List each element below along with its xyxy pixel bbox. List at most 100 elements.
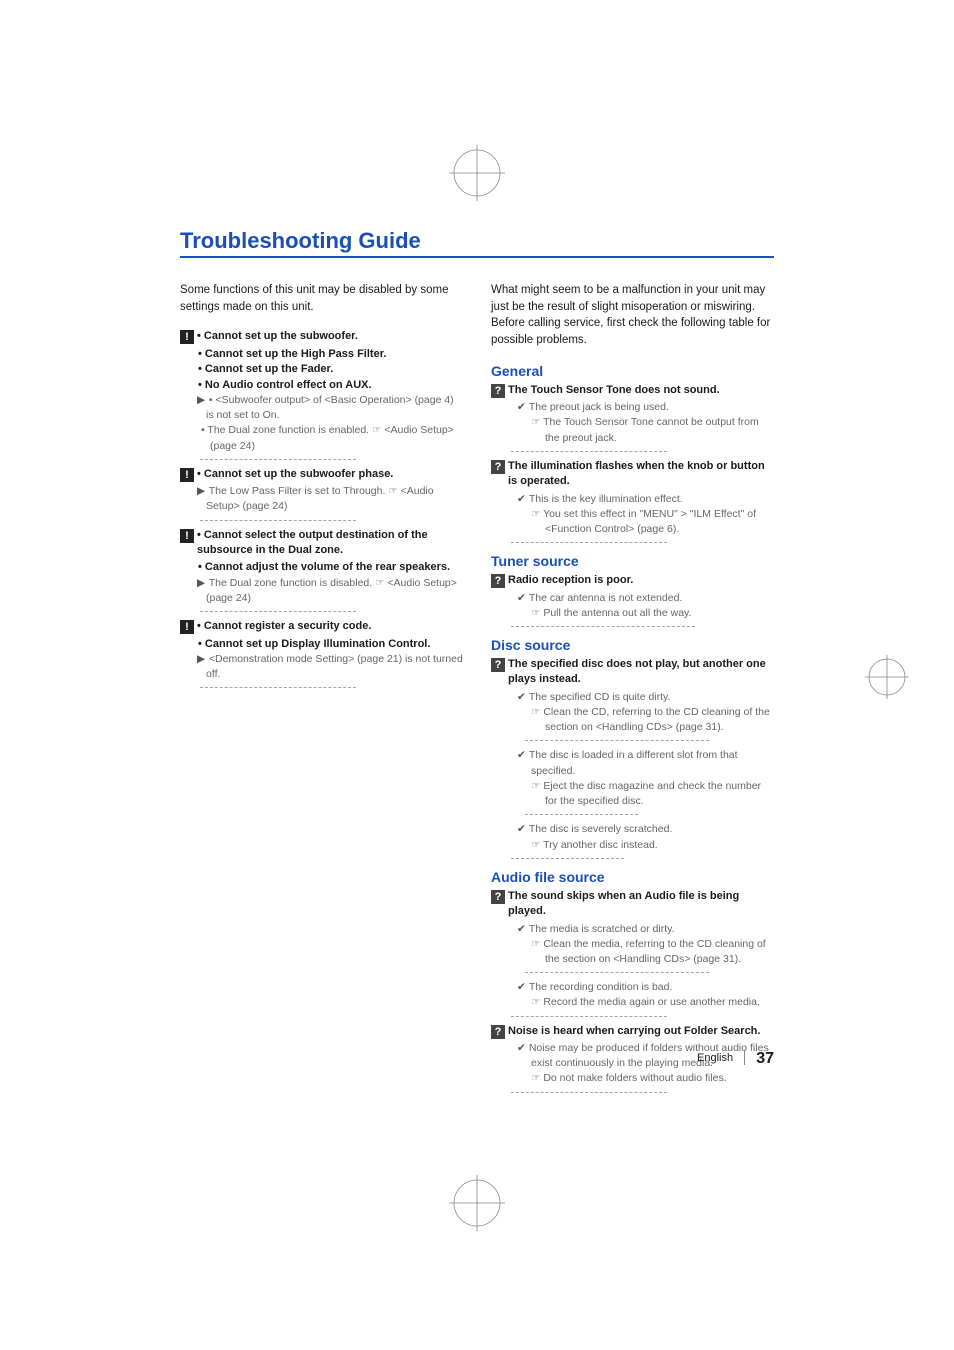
issue-disc-play: ? The specified disc does not play, but … <box>491 657 774 688</box>
remedy-text: Clean the CD, referring to the CD cleani… <box>543 706 769 733</box>
issue-cause: ✔The car antenna is not extended. <box>491 591 774 606</box>
cause-text: The media is scratched or dirty. <box>529 923 675 935</box>
cause-text: The specified CD is quite dirty. <box>529 691 671 703</box>
section-general: General <box>491 363 774 379</box>
issue-cause: ✔This is the key illumination effect. <box>491 492 774 507</box>
issue-heading: • Cannot set up the subwoofer phase. <box>197 467 463 482</box>
separator <box>200 459 356 460</box>
issue-folder-noise: ? Noise is heard when carrying out Folde… <box>491 1024 774 1039</box>
cause-text: The Low Pass Filter is set to Through. ☞… <box>206 485 434 512</box>
left-column: Some functions of this unit may be disab… <box>180 282 463 1100</box>
cause-text: The preout jack is being used. <box>529 401 669 413</box>
issue-cause: ✔The disc is loaded in a different slot … <box>491 748 774 778</box>
separator <box>511 451 667 452</box>
issue-subwoofer-phase: ! • Cannot set up the subwoofer phase. <box>180 467 463 482</box>
remedy-text: Clean the media, referring to the CD cle… <box>543 938 765 965</box>
cause-text: • The Dual zone function is enabled. ☞ <… <box>201 424 454 451</box>
exclamation-icon: ! <box>180 529 194 543</box>
issue-cause: ▶ The Low Pass Filter is set to Through.… <box>180 484 463 514</box>
issue-heading: • No Audio control effect on AUX. <box>180 378 463 393</box>
issue-cause: ✔The specified CD is quite dirty. <box>491 690 774 705</box>
cause-text: • <Subwoofer output> of <Basic Operation… <box>206 394 454 421</box>
exclamation-icon: ! <box>180 620 194 634</box>
issue-remedy: ☞ Pull the antenna out all the way. <box>491 606 774 621</box>
remedy-text: You set this effect in "MENU" > "ILM Eff… <box>543 508 756 535</box>
remedy-text: Try another disc instead. <box>543 839 658 851</box>
issue-heading: The specified disc does not play, but an… <box>508 657 774 688</box>
left-intro: Some functions of this unit may be disab… <box>180 282 463 315</box>
issue-heading: • Cannot select the output destination o… <box>197 528 463 559</box>
issue-heading: Noise is heard when carrying out Folder … <box>508 1024 774 1039</box>
issue-heading: • Cannot set up the High Pass Filter. <box>180 347 463 362</box>
issue-cause: ▶ <Demonstration mode Setting> (page 21)… <box>180 652 463 682</box>
section-disc: Disc source <box>491 637 774 653</box>
remedy-text: Do not make folders without audio files. <box>543 1072 726 1084</box>
issue-remedy: ☞ Do not make folders without audio file… <box>491 1071 774 1086</box>
cause-text: The disc is severely scratched. <box>529 823 673 835</box>
separator <box>200 687 356 688</box>
remedy-text: Pull the antenna out all the way. <box>543 607 691 619</box>
registration-mark-top <box>449 145 505 201</box>
issue-heading: • Cannot adjust the volume of the rear s… <box>180 560 463 575</box>
issue-security-code: ! • Cannot register a security code. <box>180 619 463 634</box>
page-number: 37 <box>756 1050 774 1067</box>
issue-cause: ▶ • <Subwoofer output> of <Basic Operati… <box>180 393 463 423</box>
issue-heading: The illumination flashes when the knob o… <box>508 459 774 490</box>
issue-heading: • Cannot set up Display Illumination Con… <box>180 637 463 652</box>
issue-subwoofer: ! • Cannot set up the subwoofer. <box>180 329 463 344</box>
issue-remedy: ☞ You set this effect in "MENU" > "ILM E… <box>491 507 774 537</box>
section-tuner: Tuner source <box>491 553 774 569</box>
issue-remedy: ☞ Try another disc instead. <box>491 838 774 853</box>
issue-heading: • Cannot register a security code. <box>197 619 463 634</box>
separator <box>200 520 356 521</box>
issue-touch-tone: ? The Touch Sensor Tone does not sound. <box>491 383 774 398</box>
question-icon: ? <box>491 1025 505 1039</box>
cause-text: The recording condition is bad. <box>529 981 673 993</box>
question-icon: ? <box>491 574 505 588</box>
section-audio: Audio file source <box>491 869 774 885</box>
issue-remedy: ☞ Clean the CD, referring to the CD clea… <box>491 705 774 735</box>
page-title: Troubleshooting Guide <box>180 228 774 258</box>
issue-remedy: ☞ Record the media again or use another … <box>491 995 774 1010</box>
issue-cause: ✔The media is scratched or dirty. <box>491 922 774 937</box>
right-column: What might seem to be a malfunction in y… <box>491 282 774 1100</box>
separator <box>200 611 356 612</box>
footer-language: English <box>697 1052 733 1064</box>
issue-cause: • The Dual zone function is enabled. ☞ <… <box>180 423 463 453</box>
separator <box>511 1092 667 1093</box>
question-icon: ? <box>491 384 505 398</box>
issue-illumination: ? The illumination flashes when the knob… <box>491 459 774 490</box>
issue-heading: • Cannot set up the subwoofer. <box>197 329 463 344</box>
remedy-text: Record the media again or use another me… <box>543 996 760 1008</box>
separator <box>511 1016 667 1017</box>
cause-text: The car antenna is not extended. <box>529 592 683 604</box>
exclamation-icon: ! <box>180 330 194 344</box>
issue-cause: ✔The recording condition is bad. <box>491 980 774 995</box>
issue-dual-zone: ! • Cannot select the output destination… <box>180 528 463 559</box>
cause-text: <Demonstration mode Setting> (page 21) i… <box>206 653 463 680</box>
issue-heading: The Touch Sensor Tone does not sound. <box>508 383 774 398</box>
issue-cause: ✔The preout jack is being used. <box>491 400 774 415</box>
separator <box>511 858 624 859</box>
page-footer: English 37 <box>697 1050 774 1068</box>
registration-mark-bottom <box>449 1175 505 1236</box>
issue-heading: Radio reception is poor. <box>508 573 774 588</box>
issue-cause: ✔The disc is severely scratched. <box>491 822 774 837</box>
issue-heading: The sound skips when an Audio file is be… <box>508 889 774 920</box>
issue-sound-skip: ? The sound skips when an Audio file is … <box>491 889 774 920</box>
question-icon: ? <box>491 658 505 672</box>
issue-heading: • Cannot set up the Fader. <box>180 362 463 377</box>
question-icon: ? <box>491 460 505 474</box>
issue-radio: ? Radio reception is poor. <box>491 573 774 588</box>
cause-text: The Dual zone function is disabled. ☞ <A… <box>206 577 457 604</box>
issue-remedy: ☞ Eject the disc magazine and check the … <box>491 779 774 809</box>
footer-divider <box>744 1051 745 1065</box>
remedy-text: The Touch Sensor Tone cannot be output f… <box>543 416 759 443</box>
cause-text: The disc is loaded in a different slot f… <box>529 749 738 776</box>
separator <box>511 626 695 627</box>
exclamation-icon: ! <box>180 468 194 482</box>
issue-remedy: ☞ The Touch Sensor Tone cannot be output… <box>491 415 774 445</box>
separator <box>525 814 638 815</box>
separator <box>525 740 709 741</box>
question-icon: ? <box>491 890 505 904</box>
